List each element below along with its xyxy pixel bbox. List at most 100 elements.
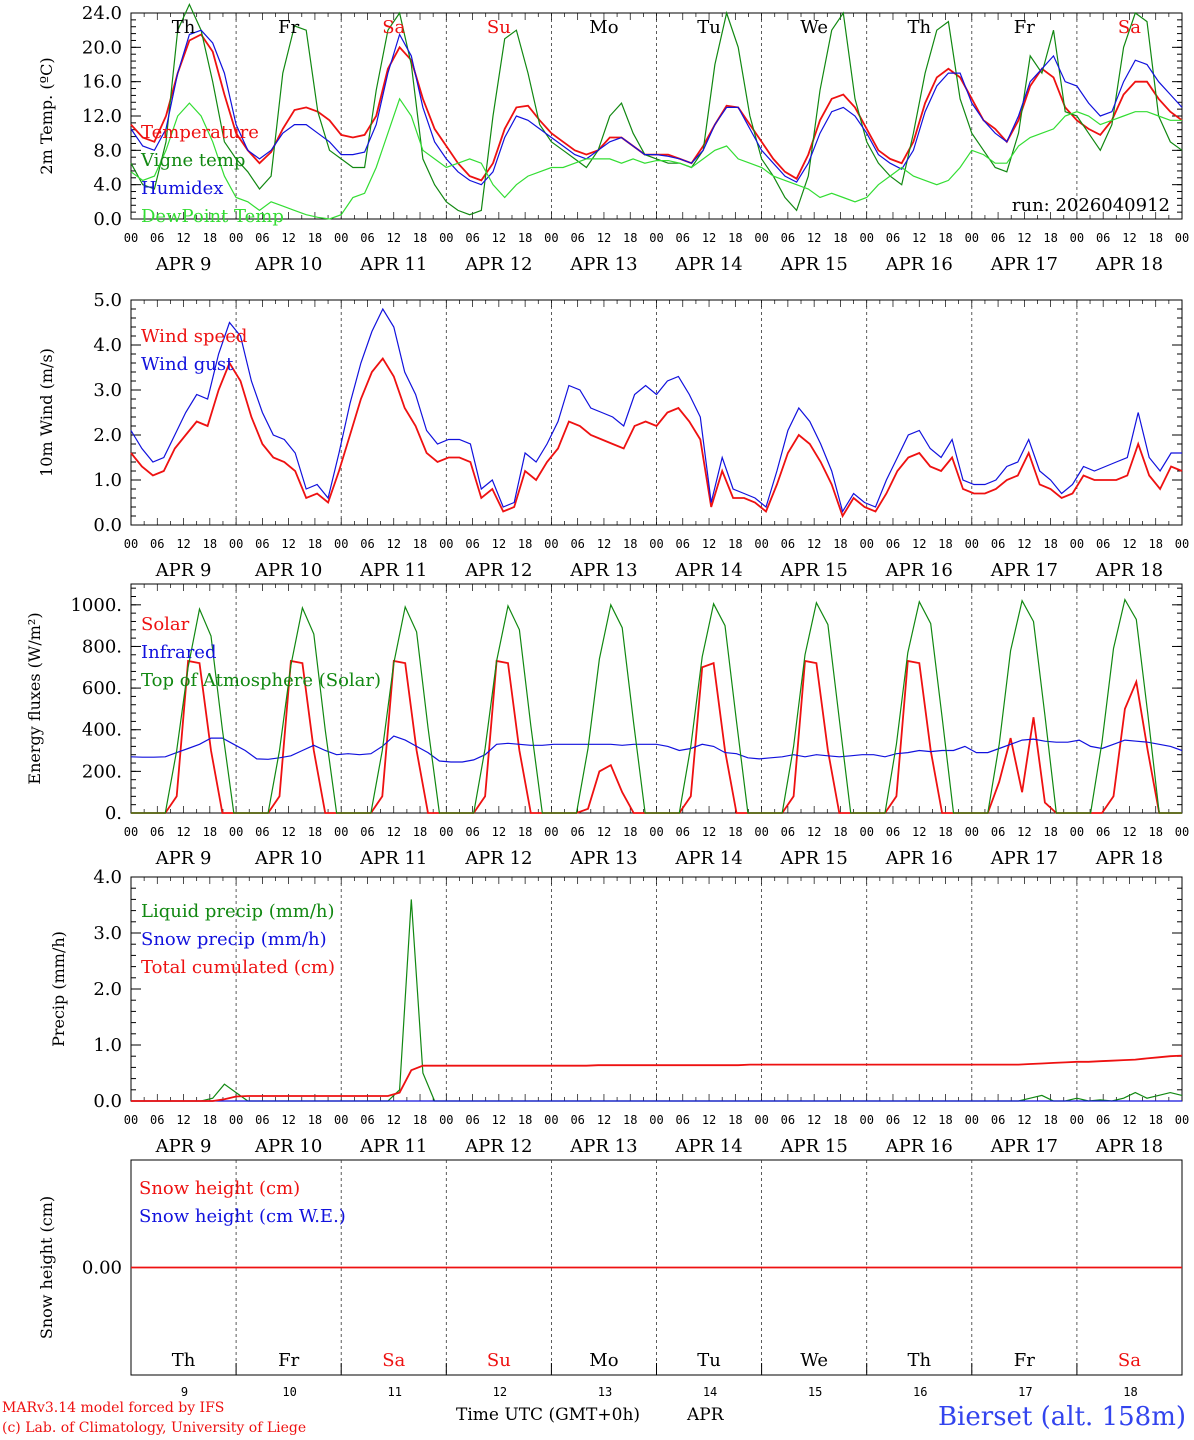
hour-label: 00: [1175, 1113, 1189, 1127]
date-label: APR 10: [254, 1136, 322, 1157]
hour-label: 06: [886, 231, 900, 245]
legend-entry: Liquid precip (mm/h): [141, 901, 335, 922]
hour-label: 18: [1148, 537, 1162, 551]
weekday-label: Su: [487, 17, 511, 38]
hour-label: 18: [938, 537, 952, 551]
hour-label: 00: [544, 537, 558, 551]
date-label: APR 12: [464, 1136, 532, 1157]
day-number-label: 10: [282, 1385, 296, 1399]
series-line-top-of-atmosphere-solar-: [131, 597, 1182, 814]
hour-label: 18: [413, 537, 427, 551]
plot-frame: [130, 299, 1183, 526]
hour-label: 18: [623, 231, 637, 245]
hour-label: 18: [728, 1113, 742, 1127]
hour-label: 06: [781, 231, 795, 245]
hour-label: 12: [1122, 825, 1136, 839]
y-tick-label: 200.: [82, 761, 122, 782]
hour-label: 00: [1070, 231, 1084, 245]
date-label: APR 9: [155, 1136, 212, 1157]
panel-4: 0.0 1.0 2.0 3.0 4.0 Precip (mm/h) Liquid preci…: [49, 867, 1189, 1157]
weekday-label: Tu: [697, 17, 721, 38]
y-axis-title: 2m Temp. (ºC): [37, 57, 56, 174]
hour-label: 06: [255, 231, 269, 245]
hour-label: 00: [124, 825, 138, 839]
weekday-label: Sa: [1118, 17, 1141, 38]
date-label: APR 17: [990, 848, 1058, 869]
hour-label: 06: [465, 1113, 479, 1127]
panel-1: 0.0 4.0 8.0 12.0 16.0 20.0 24.0 2m Temp. (ºC) Te…: [37, 2, 1189, 275]
legend-entry: Vigne temp: [140, 150, 245, 171]
hour-label: 12: [807, 231, 821, 245]
legend-entry: Snow height (cm): [139, 1178, 300, 1199]
hour-label: 06: [570, 231, 584, 245]
y-tick-label: 16.0: [82, 72, 122, 93]
hour-label: 00: [649, 825, 663, 839]
hour-label: 06: [360, 825, 374, 839]
hour-label: 18: [413, 231, 427, 245]
date-label: APR 11: [359, 254, 427, 275]
y-tick-label: 0.00: [82, 1258, 122, 1279]
hour-label: 12: [492, 537, 506, 551]
y-tick-label: 4.0: [93, 335, 122, 356]
hour-label: 00: [1175, 537, 1189, 551]
weekday-label: Th: [172, 17, 196, 38]
hour-label: 18: [833, 1113, 847, 1127]
date-label: APR 12: [464, 254, 532, 275]
legend-entry: Wind speed: [141, 326, 247, 347]
hour-label: 18: [728, 231, 742, 245]
hour-label: 06: [676, 537, 690, 551]
hour-label: 06: [570, 537, 584, 551]
hour-label: 18: [1043, 231, 1057, 245]
series-line-wind-speed: [130, 356, 1183, 519]
hour-label: 18: [1043, 537, 1057, 551]
hour-label: 06: [991, 825, 1005, 839]
y-tick-label: 4.0: [93, 867, 122, 888]
hour-label: 12: [597, 537, 611, 551]
y-tick-label: 2.0: [93, 979, 122, 1000]
series-line-dewpoint-temp: [130, 97, 1182, 220]
day-number-label: 9: [181, 1385, 188, 1399]
hour-label: 00: [649, 1113, 663, 1127]
hour-label: 12: [912, 825, 926, 839]
series-line-total-cumulated-cm-: [131, 1054, 1183, 1102]
hour-label: 18: [728, 825, 742, 839]
y-axis-title: Snow height (cm): [37, 1196, 56, 1339]
hour-label: 00: [544, 1113, 558, 1127]
hour-label: 18: [938, 1113, 952, 1127]
hour-label: 18: [308, 1113, 322, 1127]
y-tick-label: 800.: [82, 636, 122, 657]
hour-label: 18: [413, 825, 427, 839]
hour-label: 06: [465, 231, 479, 245]
hour-label: 18: [518, 231, 532, 245]
hour-label: 12: [176, 1113, 190, 1127]
y-axis-title: Energy fluxes (W/m²): [25, 612, 44, 784]
hour-label: 18: [203, 1113, 217, 1127]
panel-2: 0.0 1.0 2.0 3.0 4.0 5.0 10m Wind (m/s) Wind spe…: [37, 290, 1189, 581]
hour-label: 12: [176, 231, 190, 245]
hour-label: 06: [1096, 231, 1110, 245]
date-label: APR 15: [780, 560, 848, 581]
y-tick-label: 2.0: [93, 425, 122, 446]
hour-label: 18: [938, 825, 952, 839]
y-tick-label: 3.0: [93, 380, 122, 401]
weekday-label: Tu: [697, 1350, 721, 1371]
hour-label: 00: [965, 825, 979, 839]
legend-entry: Wind gust: [141, 354, 234, 375]
hour-label: 00: [124, 1113, 138, 1127]
date-label: APR 18: [1095, 1136, 1163, 1157]
station-name: Bierset (alt. 158m): [937, 1402, 1186, 1432]
day-number-label: 17: [1018, 1385, 1032, 1399]
y-tick-label: 0.0: [93, 1091, 122, 1112]
date-label: APR 13: [569, 848, 637, 869]
hour-label: 18: [623, 825, 637, 839]
hour-label: 00: [754, 537, 768, 551]
hour-label: 00: [965, 231, 979, 245]
hour-label: 06: [991, 1113, 1005, 1127]
date-label: APR 18: [1095, 848, 1163, 869]
date-label: APR 10: [254, 560, 322, 581]
date-label: APR 14: [674, 560, 742, 581]
hour-label: 06: [1096, 537, 1110, 551]
date-label: APR 18: [1095, 560, 1163, 581]
date-label: APR 16: [885, 848, 953, 869]
